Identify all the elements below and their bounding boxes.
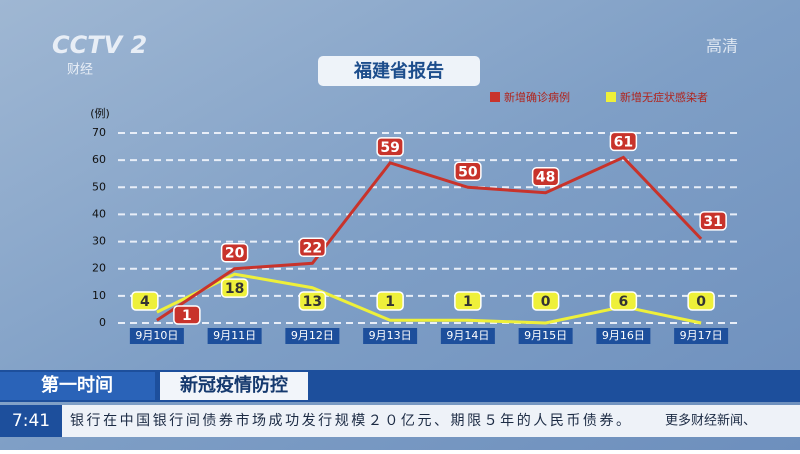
x-tick-label: 9月15日 [524, 329, 567, 342]
y-tick-label: 40 [92, 207, 106, 220]
x-tick-box [440, 328, 495, 344]
title-box [318, 56, 480, 86]
data-label-box [173, 305, 201, 325]
x-tick-label: 9月14日 [446, 329, 489, 342]
data-label: 0 [541, 294, 551, 310]
x-tick-box [674, 328, 729, 344]
x-tick-label: 9月10日 [135, 329, 178, 342]
ticker-more: 更多财经新闻、 [665, 413, 756, 429]
program-name: 第一时间 [41, 374, 113, 396]
data-label: 1 [385, 294, 395, 310]
data-label-box [376, 137, 404, 157]
data-label-box [376, 291, 404, 311]
data-label-box [220, 242, 249, 263]
x-tick-box [596, 328, 651, 344]
data-label: 4 [140, 294, 150, 310]
legend-swatch [490, 92, 500, 102]
data-label: 1 [182, 308, 192, 324]
chart-title: 福建省报告 [353, 60, 444, 82]
data-label-box [687, 291, 715, 311]
data-label: 31 [703, 214, 722, 230]
y-axis-unit: (例) [90, 106, 110, 120]
x-tick-box [129, 328, 184, 344]
clock: 7:41 [12, 411, 50, 431]
data-label: 18 [225, 281, 244, 297]
data-label: 20 [225, 246, 245, 262]
data-label-box [131, 291, 159, 311]
y-tick-label: 0 [99, 316, 106, 329]
data-label: 0 [696, 294, 706, 310]
x-tick-box [363, 328, 418, 344]
x-tick-label: 9月16日 [602, 329, 645, 342]
y-tick-label: 70 [92, 126, 106, 139]
data-label-box [699, 211, 727, 231]
program-box [0, 372, 155, 400]
data-label: 22 [303, 240, 322, 256]
y-tick-label: 10 [92, 289, 106, 302]
data-label-box [609, 291, 638, 311]
legend-swatch [606, 92, 616, 102]
data-label-box [298, 291, 327, 311]
data-label-box [298, 237, 327, 258]
x-tick-label: 9月11日 [213, 329, 256, 342]
data-label: 61 [614, 134, 633, 150]
data-label-box [609, 131, 638, 152]
x-tick-box [207, 328, 262, 344]
x-tick-label: 9月12日 [291, 329, 334, 342]
x-tick-label: 9月17日 [680, 329, 723, 342]
data-label: 6 [619, 294, 629, 310]
y-tick-label: 60 [92, 153, 106, 166]
data-label: 59 [380, 140, 399, 156]
data-label: 50 [458, 164, 478, 180]
channel-logo: CCTV 2 [52, 31, 147, 59]
data-label: 1 [463, 294, 473, 310]
channel-name: 财经 [67, 63, 93, 78]
x-tick-box [518, 328, 573, 344]
topic-box [160, 372, 308, 400]
data-label-box [454, 291, 482, 311]
topic: 新冠疫情防控 [180, 374, 288, 396]
y-tick-label: 50 [92, 180, 106, 193]
quality-badge: 高清 [706, 37, 738, 56]
legend-label: 新增无症状感染者 [620, 90, 708, 104]
series-line [156, 272, 702, 325]
x-tick-box [285, 328, 340, 344]
data-label-box [531, 166, 560, 187]
x-tick-label: 9月13日 [369, 329, 412, 342]
data-label-box [531, 291, 560, 311]
data-label: 48 [536, 170, 555, 186]
data-label: 13 [303, 294, 322, 310]
time-box [0, 405, 62, 437]
series-line [156, 155, 703, 322]
y-tick-label: 20 [92, 262, 106, 275]
y-tick-label: 30 [92, 235, 106, 248]
data-label-box [220, 278, 249, 298]
data-label-box [454, 161, 482, 182]
legend-label: 新增确诊病例 [504, 90, 570, 104]
ticker-bar [0, 405, 800, 437]
